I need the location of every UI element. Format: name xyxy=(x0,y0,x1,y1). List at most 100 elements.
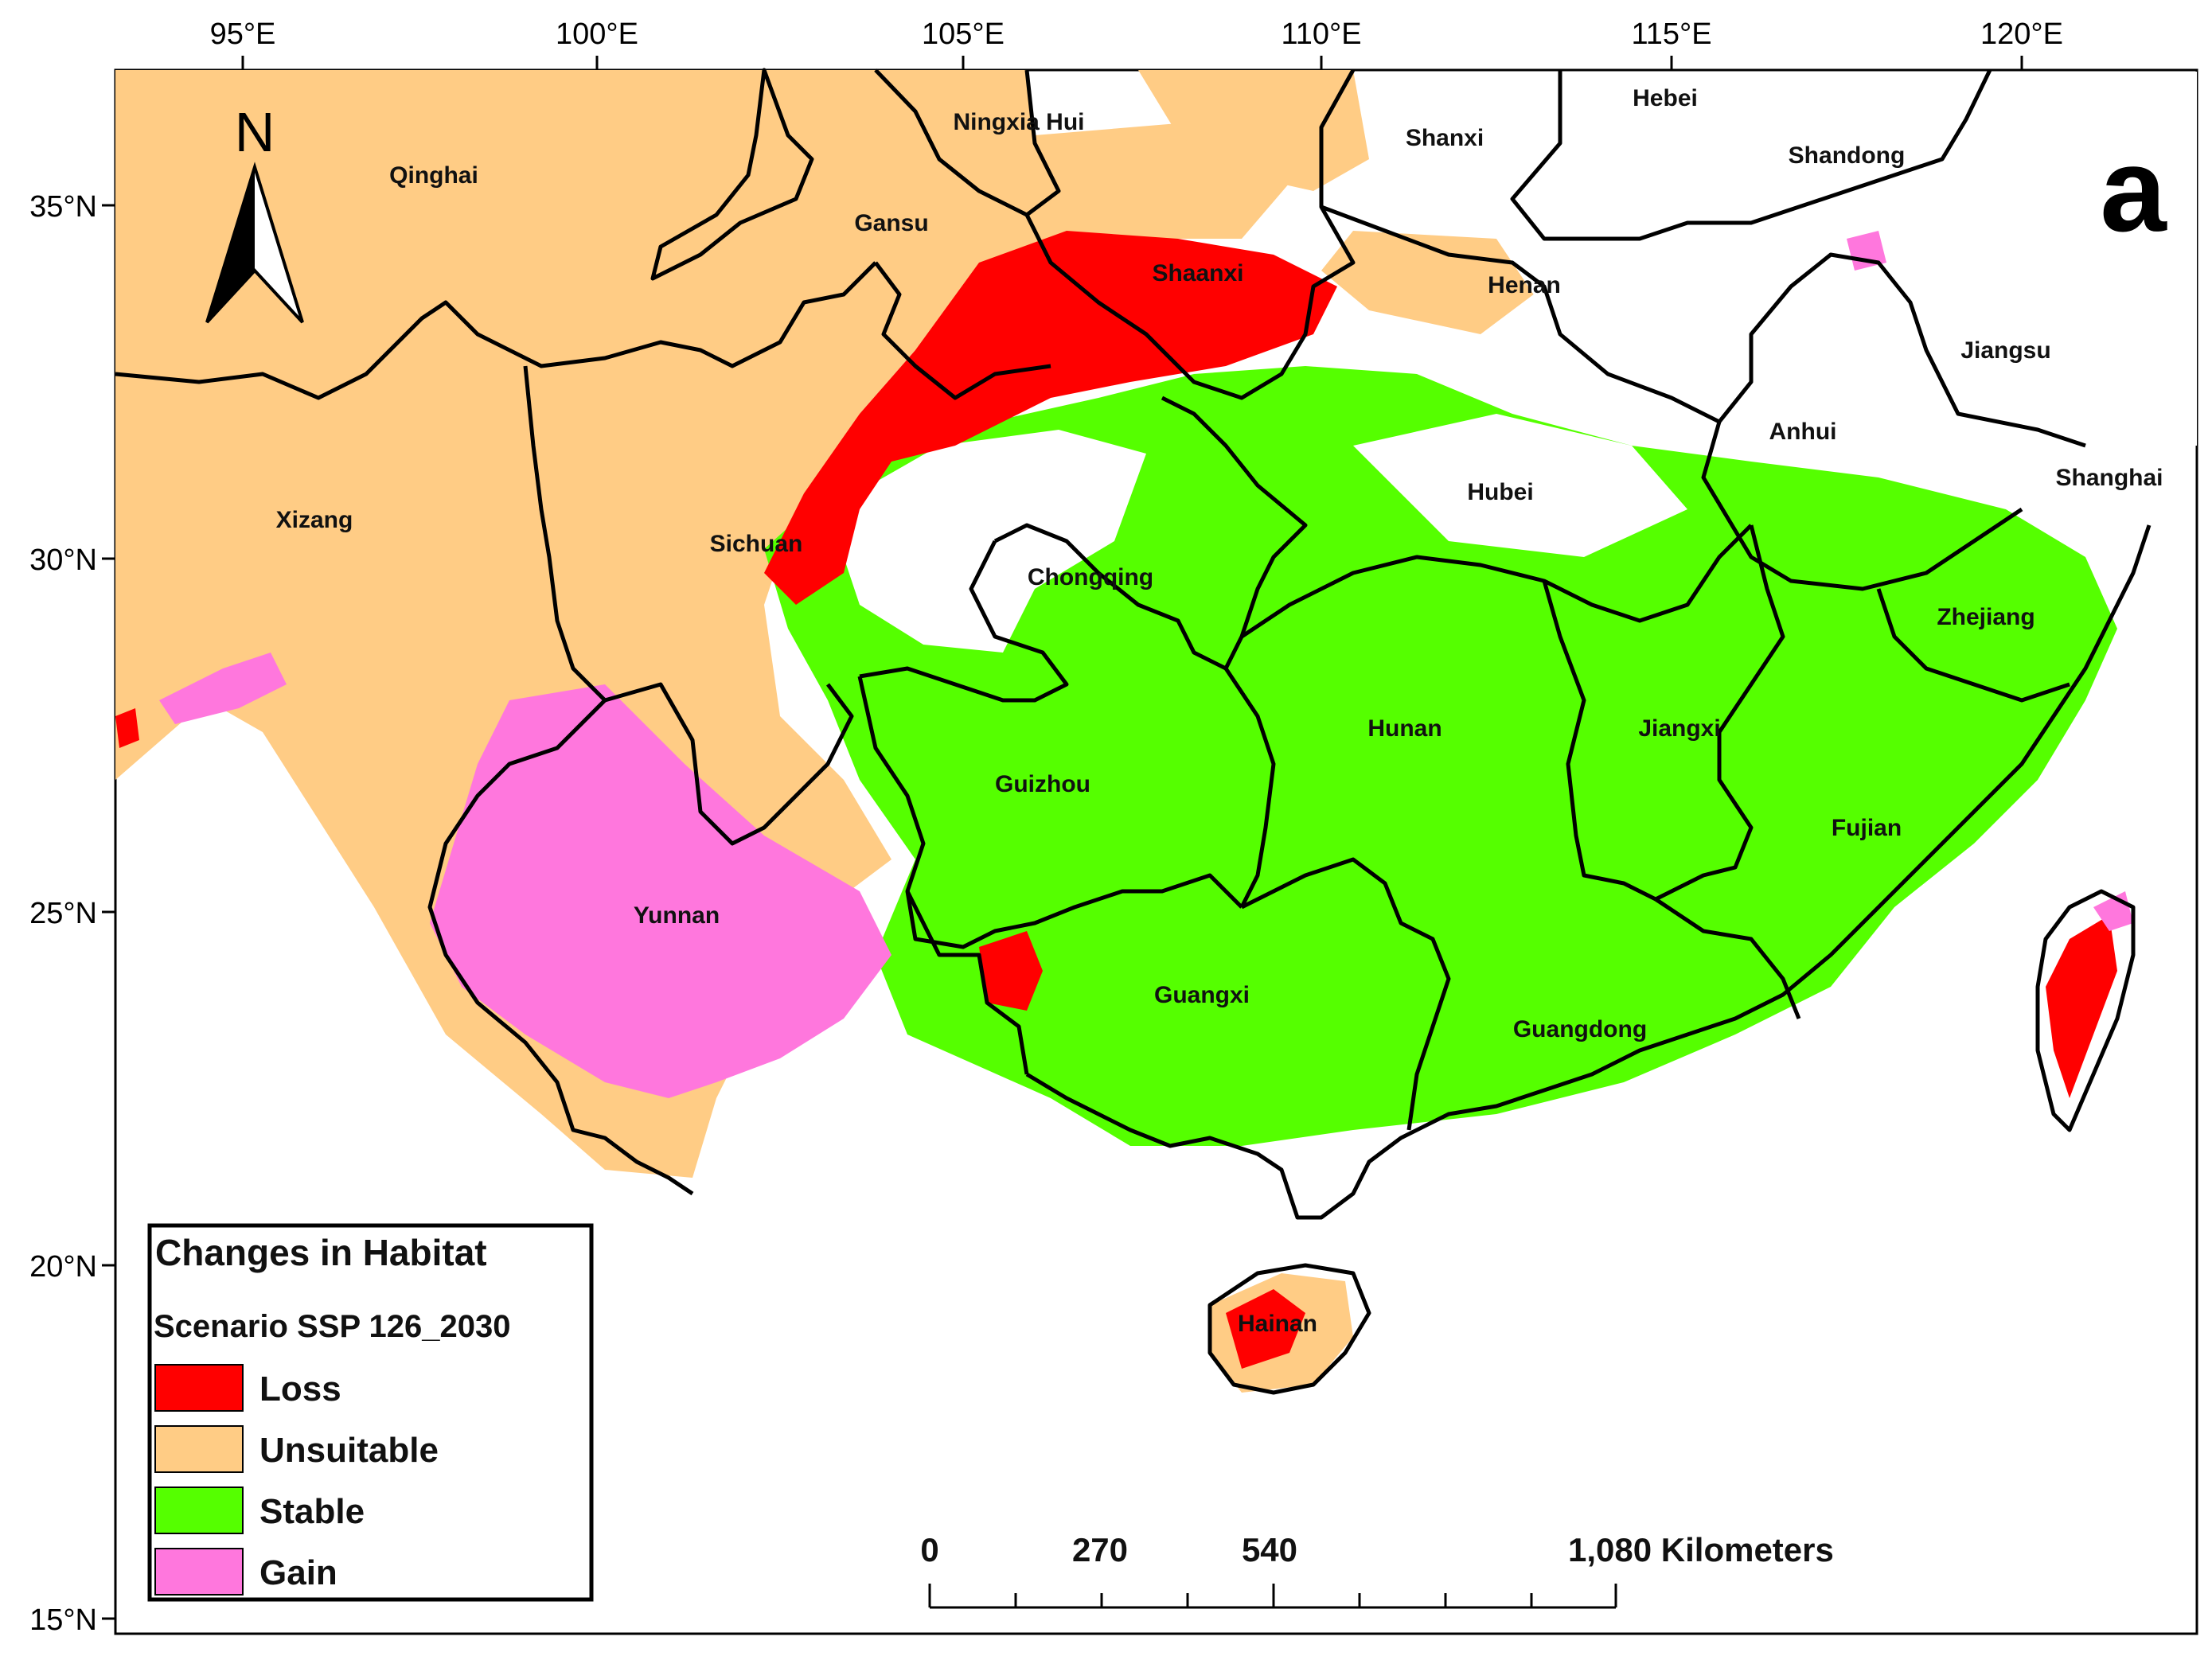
boundary-chongqing xyxy=(993,395,1308,671)
label-gansu: Gansu xyxy=(854,210,928,236)
x-tick-100e: 100°E xyxy=(556,18,638,51)
loss-area-hainan xyxy=(1226,1289,1305,1369)
boundary-ningxia xyxy=(874,68,1061,217)
legend-box xyxy=(147,1223,594,1602)
boundary-hainan xyxy=(1207,1263,1371,1395)
boundary-hunan-guizhou xyxy=(1223,667,1276,909)
label-hunan: Hunan xyxy=(1367,715,1442,742)
boundary-guangxi-yunnan xyxy=(905,890,1029,1075)
scale-label-1080: 1,080 Kilometers xyxy=(1568,1531,1834,1568)
white-patch-sichuan-basin xyxy=(828,430,1146,653)
label-jiangxi: Jiangxi xyxy=(1638,715,1720,742)
label-yunnan: Yunnan xyxy=(634,902,720,929)
label-fujian: Fujian xyxy=(1832,815,1902,841)
label-sichuan: Sichuan xyxy=(710,531,803,557)
legend-label-gain: Gain xyxy=(259,1553,337,1592)
loss-area-guangxi-west xyxy=(979,931,1043,1011)
gain-area-xizang-south xyxy=(159,653,287,724)
label-ningxia: Ningxia Hui xyxy=(953,109,1084,135)
x-tick-115e: 115°E xyxy=(1631,18,1711,51)
habitat-areas xyxy=(115,70,2197,1393)
label-guangxi: Guangxi xyxy=(1154,982,1250,1008)
x-tick-120e: 120°E xyxy=(1980,18,2063,51)
label-henan: Henan xyxy=(1488,272,1561,298)
legend-swatch-stable xyxy=(154,1487,244,1534)
legend-label-stable: Stable xyxy=(259,1492,365,1531)
boundary-taiwan xyxy=(2035,889,2136,1132)
boundary-yunnan-west xyxy=(427,699,694,1196)
x-tick-95e: 95°E xyxy=(210,18,276,51)
unsuitable-area-north-shanxi xyxy=(1138,70,1369,191)
north-arrow-half xyxy=(207,167,255,322)
stable-area-southeast xyxy=(764,366,2117,1146)
province-boundaries xyxy=(115,68,2152,1395)
boundary-sichuan-xizang xyxy=(523,365,607,702)
y-axis-labels: 35°N 30°N 25°N 20°N 15°N xyxy=(29,190,97,1637)
label-jiangsu: Jiangsu xyxy=(1960,337,2050,364)
boundary-guizhou-guangxi xyxy=(857,676,1243,949)
boundary-coast-south xyxy=(1025,524,2152,1220)
y-tick-30n: 30°N xyxy=(29,544,97,577)
label-shaanxi: Shaanxi xyxy=(1152,260,1243,286)
province-labels: Qinghai Gansu Ningxia Hui Hebei Shanxi S… xyxy=(276,85,2163,1337)
boundary-jiangsu-anhui xyxy=(1718,252,2086,448)
x-axis-ticks xyxy=(241,56,2023,70)
label-zhejiang: Zhejiang xyxy=(1937,604,2034,630)
y-tick-35n: 35°N xyxy=(29,190,97,224)
gain-area-yunnan xyxy=(430,684,891,1098)
boundary-shandong xyxy=(1510,68,1992,241)
legend-swatch-gain xyxy=(154,1548,244,1596)
x-tick-110e: 110°E xyxy=(1281,18,1361,51)
legend-swatch-loss xyxy=(154,1364,244,1412)
scale-label-0: 0 xyxy=(920,1531,938,1568)
boundary-hunan-jiangxi xyxy=(1542,580,1657,902)
panel-letter: a xyxy=(2100,123,2167,256)
y-tick-25n: 25°N xyxy=(29,897,97,930)
boundary-guangxi-guangdong xyxy=(1240,857,1451,1131)
label-guangdong: Guangdong xyxy=(1513,1016,1647,1042)
white-patch-north-east xyxy=(1369,72,2197,446)
label-shanghai: Shanghai xyxy=(2055,465,2163,491)
loss-area-xizang-edge xyxy=(115,708,139,748)
y-tick-15n: 15°N xyxy=(29,1603,97,1637)
boundary-anhui-south xyxy=(1701,421,2023,591)
legend-label-unsuitable: Unsuitable xyxy=(259,1431,439,1470)
boundary-zhejiang-fujian xyxy=(1876,588,2070,703)
label-hainan: Hainan xyxy=(1238,1311,1317,1337)
legend: Changes in Habitat Scenario SSP 126_2030… xyxy=(147,1223,594,1602)
scale-bar: 0 270 540 1,080 Kilometers xyxy=(920,1531,1834,1609)
label-hebei: Hebei xyxy=(1633,85,1698,111)
legend-label-loss: Loss xyxy=(259,1370,341,1409)
unsuitable-area-henan xyxy=(1321,231,1544,334)
legend-title: Changes in Habitat xyxy=(155,1232,487,1273)
label-guizhou: Guizhou xyxy=(995,771,1090,797)
label-qinghai: Qinghai xyxy=(389,162,478,189)
white-patch-hubei xyxy=(1353,414,1687,557)
label-shandong: Shandong xyxy=(1789,142,1906,169)
loss-area-shaanxi xyxy=(764,231,1337,605)
legend-swatch-unsuitable xyxy=(154,1425,244,1473)
label-chongqing: Chongqing xyxy=(1028,564,1153,590)
scale-bar-line xyxy=(928,1584,1617,1609)
boundary-shanxi-henan xyxy=(1321,205,1721,424)
label-xizang: Xizang xyxy=(276,507,353,533)
y-tick-20n: 20°N xyxy=(29,1250,97,1284)
north-arrow: N xyxy=(205,101,304,324)
label-shanxi: Shanxi xyxy=(1406,125,1484,151)
boundary-gansu-north xyxy=(650,68,814,281)
loss-area-taiwan xyxy=(2046,915,2117,1098)
boundary-jiangxi-fujian xyxy=(1654,524,1785,902)
legend-scenario: Scenario SSP 126_2030 xyxy=(154,1309,510,1344)
scale-label-270: 270 xyxy=(1072,1531,1128,1568)
x-tick-105e: 105°E xyxy=(922,18,1005,51)
x-axis-labels: 95°E 100°E 105°E 110°E 115°E 120°E xyxy=(210,18,2063,51)
unsuitable-area-northwest xyxy=(115,70,1289,1178)
label-hubei: Hubei xyxy=(1467,479,1533,505)
label-anhui: Anhui xyxy=(1769,419,1837,445)
boundary-gansu-sichuan xyxy=(874,261,1051,400)
y-axis-ticks xyxy=(102,204,115,1620)
boundary-qinghai-xizang xyxy=(115,261,877,400)
scale-label-540: 540 xyxy=(1242,1531,1297,1568)
boundary-sichuan-yunnan xyxy=(604,682,854,846)
